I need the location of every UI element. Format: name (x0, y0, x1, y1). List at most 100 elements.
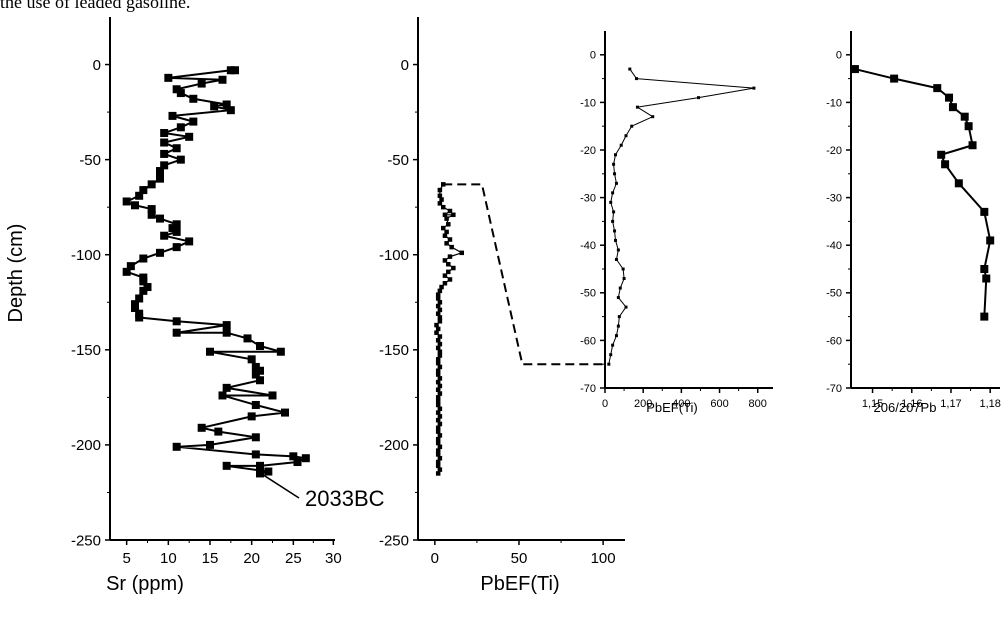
data-point (247, 355, 256, 364)
data-point (147, 210, 156, 219)
data-point (251, 433, 260, 442)
data-point (941, 160, 950, 169)
data-point (139, 254, 148, 263)
data-point (222, 461, 231, 470)
data-point (206, 440, 214, 449)
data-point (444, 216, 449, 221)
data-point (172, 220, 181, 229)
x-tick-label: 50 (511, 550, 528, 567)
data-point (247, 412, 256, 421)
data-point (616, 324, 620, 328)
data-point (435, 417, 441, 423)
data-point (251, 450, 260, 459)
data-point (437, 353, 443, 358)
x-tick-label: 10 (160, 550, 177, 567)
data-point (444, 229, 449, 235)
y-tick-label: -100 (379, 247, 409, 264)
panel-1: 0 -50 -100 -150 -200 -250 5 10 15 20 25 30 Sr (ppm) D… (5, 17, 385, 595)
y-tick-label: 0 (590, 50, 596, 62)
data-point (135, 191, 144, 200)
x-tick-label: 0 (431, 550, 439, 567)
data-point (435, 360, 441, 366)
data-point (231, 66, 239, 75)
data-point (197, 79, 206, 88)
data-point (437, 349, 443, 354)
data-point (256, 366, 264, 375)
data-point (442, 273, 448, 278)
data-point (251, 370, 260, 379)
x-tick-label: 0 (602, 398, 608, 410)
data-point (613, 229, 617, 233)
data-point (435, 395, 441, 400)
data-point (122, 267, 131, 276)
data-point (980, 312, 989, 321)
y-tick-label: -20 (826, 145, 842, 157)
data-point (442, 212, 448, 218)
data-point (437, 319, 443, 324)
data-point (435, 429, 441, 434)
annotation-label: 2033BC (305, 486, 385, 511)
y-tick-label: -70 (826, 383, 842, 395)
data-point (189, 94, 198, 103)
y-tick-label: -10 (826, 97, 842, 109)
x-tick-label: 20 (243, 550, 260, 567)
data-point (222, 328, 231, 337)
x-tick-label: 600 (710, 398, 728, 410)
y-tick-label: -150 (71, 342, 101, 359)
data-point (435, 448, 441, 453)
data-point (459, 250, 465, 256)
data-point (437, 300, 443, 305)
x-tick-label: 30 (325, 550, 342, 567)
data-point (268, 391, 277, 400)
data-point (435, 436, 441, 442)
data-point (651, 115, 655, 119)
data-point (437, 455, 443, 461)
data-point (440, 225, 446, 231)
data-point (435, 402, 441, 408)
data-point (444, 241, 449, 246)
data-point (446, 261, 451, 267)
data-point (437, 467, 443, 472)
data-point (164, 73, 173, 82)
data-point (139, 286, 148, 295)
y-tick-label: 0 (93, 57, 101, 74)
data-point (434, 330, 439, 335)
data-point (435, 425, 441, 431)
data-point (607, 362, 611, 366)
series-line (854, 68, 992, 317)
caption-fragment: the use of leaded gasoline. (0, 0, 191, 12)
data-point (281, 408, 289, 417)
y-tick-label: -100 (71, 247, 101, 264)
data-point (435, 345, 441, 351)
y-tick-label: -40 (580, 240, 596, 252)
data-point (276, 347, 285, 356)
data-point (226, 106, 235, 115)
series-line (125, 69, 307, 475)
y-axis-label: Depth (cm) (5, 224, 27, 323)
data-point (624, 134, 628, 138)
data-point (611, 343, 615, 347)
data-point (442, 258, 448, 263)
annotation-leader (263, 474, 300, 499)
x-tick-label: 25 (285, 550, 302, 567)
data-point (185, 132, 194, 141)
data-point (435, 372, 441, 377)
data-point (451, 212, 456, 218)
data-point (437, 334, 443, 339)
data-point (609, 353, 613, 357)
data-point (446, 269, 451, 275)
y-tick-label: -200 (379, 437, 409, 454)
data-point (222, 383, 231, 392)
y-tick-label: -70 (580, 383, 596, 395)
data-point (218, 391, 227, 400)
data-point (435, 452, 441, 457)
data-point (612, 210, 616, 214)
data-point (442, 281, 448, 286)
y-tick-label: -200 (71, 437, 101, 454)
data-point (609, 200, 613, 204)
series-line (608, 68, 755, 365)
data-point (160, 138, 169, 147)
data-point (437, 341, 443, 347)
data-point (616, 296, 620, 300)
